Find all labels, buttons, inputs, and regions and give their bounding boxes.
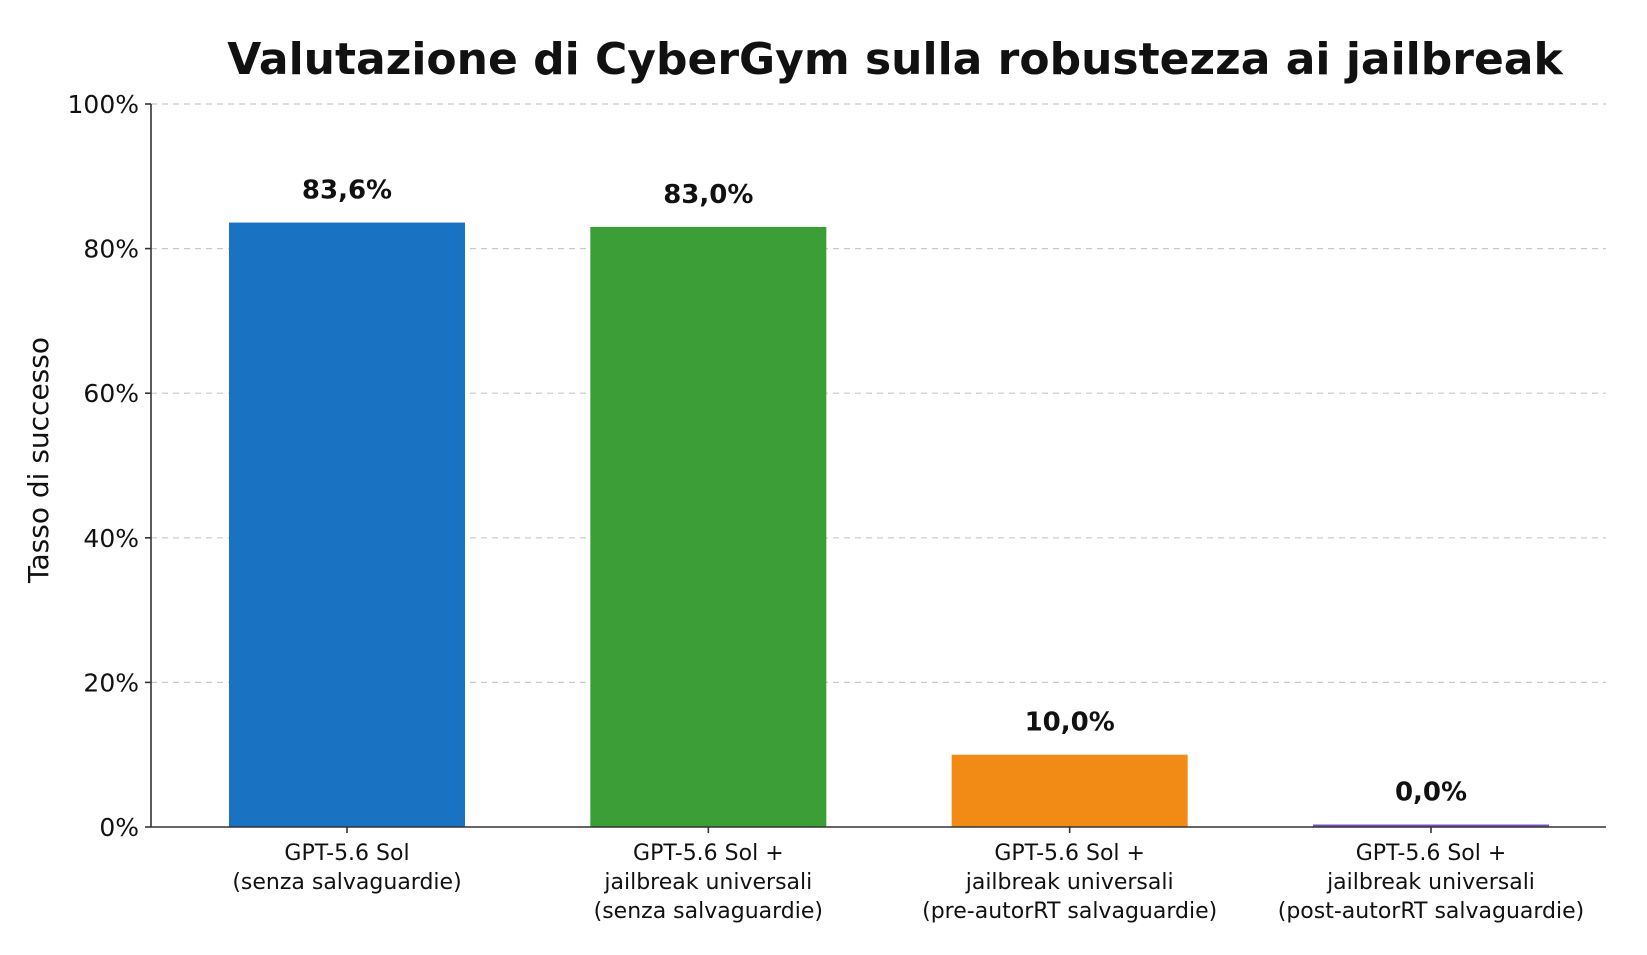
y-axis-ticks: 0% 20% 40% 60% 80% 100% <box>68 90 151 842</box>
y-tick-label: 0% <box>99 813 139 842</box>
x-tick-label-line: GPT-5.6 Sol + <box>994 841 1145 866</box>
bar <box>951 754 1188 827</box>
x-tick-label-line: (senza salvaguardie) <box>594 899 823 924</box>
x-tick-label: GPT-5.6 Sol (senza salvaguardie) <box>232 841 461 895</box>
x-tick-label: GPT-5.6 Sol + jailbreak universali (pre-au… <box>922 841 1217 924</box>
x-tick-label-line: (pre-autorRT salvaguardie) <box>922 899 1217 924</box>
y-tick-label: 60% <box>83 379 139 408</box>
x-axis-ticks: GPT-5.6 Sol (senza salvaguardie)GPT-5.6 S… <box>232 827 1584 924</box>
bar-value-label: 10,0% <box>1025 708 1115 738</box>
bar-value-label: 83,0% <box>663 180 753 210</box>
y-tick-label: 80% <box>83 235 139 264</box>
y-axis-label: Tasso di successo <box>22 337 55 584</box>
x-tick-label-line: jailbreak universali <box>1326 870 1535 895</box>
y-tick-label: 100% <box>68 90 139 119</box>
data-labels: 83,6% 83,0% 10,0% 0,0% <box>302 176 1467 808</box>
x-tick-label-line: GPT-5.6 Sol <box>284 841 409 866</box>
x-tick-label-line: GPT-5.6 Sol + <box>1356 841 1507 866</box>
bar-value-label: 0,0% <box>1395 778 1467 808</box>
bar <box>229 222 465 827</box>
x-tick-label-line: (senza salvaguardie) <box>232 870 461 895</box>
bar <box>1313 824 1549 827</box>
bar <box>590 226 827 827</box>
x-tick-label-line: jailbreak universali <box>965 870 1174 895</box>
x-tick-label: GPT-5.6 Sol + jailbreak universali (senza … <box>594 841 823 924</box>
x-tick-label-line: jailbreak universali <box>603 870 812 895</box>
bars <box>229 222 1549 827</box>
y-tick-label: 20% <box>83 668 139 697</box>
bar-value-label: 83,6% <box>302 176 392 206</box>
x-tick-label-line: GPT-5.6 Sol + <box>633 841 784 866</box>
chart-title: Valutazione di CyberGym sulla robustezza… <box>227 34 1564 85</box>
x-tick-label-line: (post-autorRT salvaguardie) <box>1278 899 1585 924</box>
x-tick-label: GPT-5.6 Sol + jailbreak universali (post-a… <box>1278 841 1585 924</box>
y-tick-label: 40% <box>83 524 139 553</box>
